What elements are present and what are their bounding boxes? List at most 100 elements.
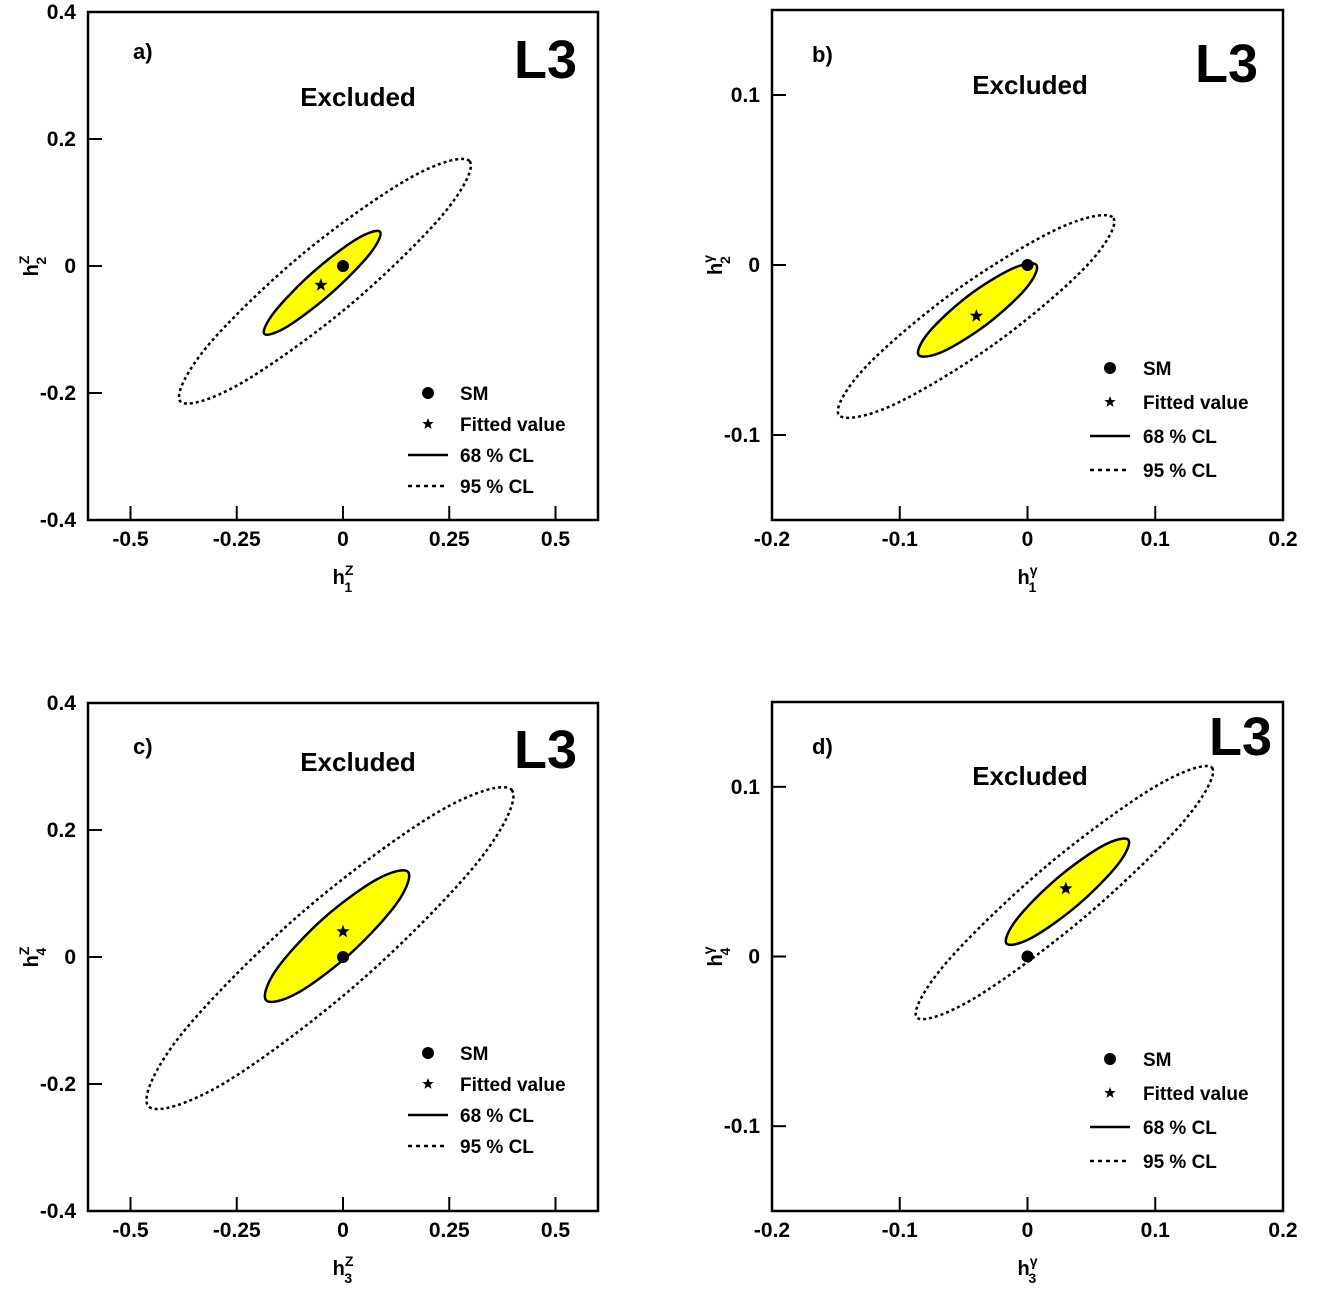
sm-point <box>337 260 349 272</box>
logo: L3 <box>1209 707 1272 767</box>
x-tick-label: 0.25 <box>429 1219 470 1242</box>
sm-point <box>337 951 349 963</box>
axis-symbol: h <box>333 1258 345 1280</box>
axis-superscript: γ <box>1030 562 1038 578</box>
legend-label: Fitted value <box>1143 393 1249 414</box>
panel: -0.2 -0.1 0 0.1 0.2-0.100.1hγ 3hγ4d)ExcludedL… <box>700 700 1298 1286</box>
panel-label: b) <box>812 42 833 67</box>
x-tick-label: -0.2 <box>754 528 790 551</box>
y-tick-label: 0.1 <box>731 84 761 107</box>
panel: -0.5 -0.25 0 0.25 0.5-0.4-0.200.20.4hZ 3hZ4c)… <box>16 692 600 1286</box>
legend-symbol <box>422 418 434 429</box>
contour <box>916 262 1039 358</box>
legend-label: Fitted value <box>1143 1084 1249 1105</box>
y-tick-label: -0.2 <box>40 382 76 405</box>
contour <box>177 157 473 405</box>
x-tick-label: 0 <box>1022 1219 1034 1242</box>
y-tick-label: 0 <box>64 255 76 278</box>
legend-label: 68 % CL <box>1143 1118 1217 1139</box>
x-tick-label: -0.25 <box>213 1219 261 1242</box>
y-tick-label: 0 <box>748 254 760 277</box>
axis-subscript: 2 <box>33 257 49 265</box>
x-tick-label: 0.1 <box>1141 528 1171 551</box>
legend-label: SM <box>460 1044 489 1065</box>
axis-symbol: h <box>1017 567 1029 589</box>
axis-subscript: 1 <box>344 579 352 595</box>
y-tick-label: -0.4 <box>40 1200 77 1223</box>
legend-symbol <box>1104 362 1116 374</box>
axis-superscript: γ <box>700 946 716 954</box>
x-tick-label: -0.25 <box>213 528 261 551</box>
legend-symbol <box>422 1047 434 1059</box>
axis-subscript: 3 <box>344 1270 352 1286</box>
ylabel-title: hγ4 <box>700 946 733 966</box>
legend-symbol <box>422 1078 434 1089</box>
axis-superscript: Z <box>345 562 354 578</box>
axis-symbol: h <box>705 954 727 966</box>
legend-label: 68 % CL <box>1143 427 1217 448</box>
logo: L3 <box>1195 34 1258 94</box>
xlabel-title: hγ 3 <box>1017 1253 1037 1286</box>
panel-label: d) <box>812 734 833 759</box>
x-tick-label: -0.5 <box>112 1219 149 1242</box>
y-tick-label: 0.2 <box>47 819 76 842</box>
xlabel-title: hZ 3 <box>333 1253 354 1286</box>
axis-symbol: h <box>705 263 727 275</box>
fit-point <box>314 278 328 291</box>
y-tick-label: 0 <box>64 946 76 969</box>
contour <box>836 214 1116 419</box>
x-tick-label: 0.2 <box>1268 1219 1297 1242</box>
axis-subscript: 3 <box>1029 1270 1037 1286</box>
axis-superscript: Z <box>16 255 32 264</box>
legend-label: SM <box>460 384 489 405</box>
legend-label: 95 % CL <box>460 477 534 498</box>
y-tick-label: 0.2 <box>47 128 76 151</box>
ylabel-title: hZ2 <box>16 255 49 276</box>
xlabel-title: hγ 1 <box>1017 562 1037 595</box>
xlabel-title: hZ 1 <box>333 562 354 595</box>
panel-label: c) <box>133 734 153 759</box>
x-tick-label: -0.1 <box>882 1219 919 1242</box>
x-tick-label: 0.1 <box>1141 1219 1171 1242</box>
legend-label: Fitted value <box>460 1075 566 1096</box>
x-tick-label: -0.5 <box>112 528 149 551</box>
x-tick-label: 0 <box>337 528 349 551</box>
logo: L3 <box>514 720 577 780</box>
legend-symbol <box>1104 396 1116 407</box>
legend-label: 68 % CL <box>460 446 534 467</box>
y-tick-label: 0.1 <box>731 776 761 799</box>
legend-label: 95 % CL <box>460 1137 534 1158</box>
axis-symbol: h <box>21 264 43 276</box>
legend-label: 68 % CL <box>460 1106 534 1127</box>
axis-superscript: Z <box>16 946 32 955</box>
x-tick-label: 0.25 <box>429 528 470 551</box>
x-tick-label: -0.1 <box>882 528 919 551</box>
x-tick-label: 0 <box>1022 528 1034 551</box>
sm-point <box>1021 259 1034 271</box>
legend-label: 95 % CL <box>1143 1152 1217 1173</box>
ylabel-title: hZ4 <box>16 946 49 967</box>
axis-symbol: h <box>21 955 43 967</box>
legend-symbol <box>422 387 434 399</box>
x-tick-label: 0.5 <box>541 1219 571 1242</box>
y-tick-label: -0.1 <box>724 424 761 447</box>
axis-subscript: 4 <box>33 948 49 956</box>
axis-symbol: h <box>1017 1258 1029 1280</box>
y-tick-label: 0.4 <box>47 1 77 24</box>
legend-label: SM <box>1143 1050 1172 1071</box>
fit-point <box>336 924 350 938</box>
legend-symbol <box>1104 1087 1116 1098</box>
axis-superscript: γ <box>1030 1253 1038 1269</box>
x-tick-label: -0.2 <box>754 1219 790 1242</box>
legend-label: Fitted value <box>460 415 566 436</box>
annotation: Excluded <box>972 70 1088 100</box>
fit-point <box>1059 881 1073 895</box>
panel-label: a) <box>133 39 153 64</box>
x-tick-label: 0.5 <box>541 528 571 551</box>
y-tick-label: -0.2 <box>40 1073 76 1096</box>
contour <box>914 764 1215 1021</box>
panel: -0.5 -0.25 0 0.25 0.5-0.4-0.200.20.4hZ 1hZ2a)… <box>16 1 600 595</box>
axis-superscript: Z <box>345 1253 354 1269</box>
